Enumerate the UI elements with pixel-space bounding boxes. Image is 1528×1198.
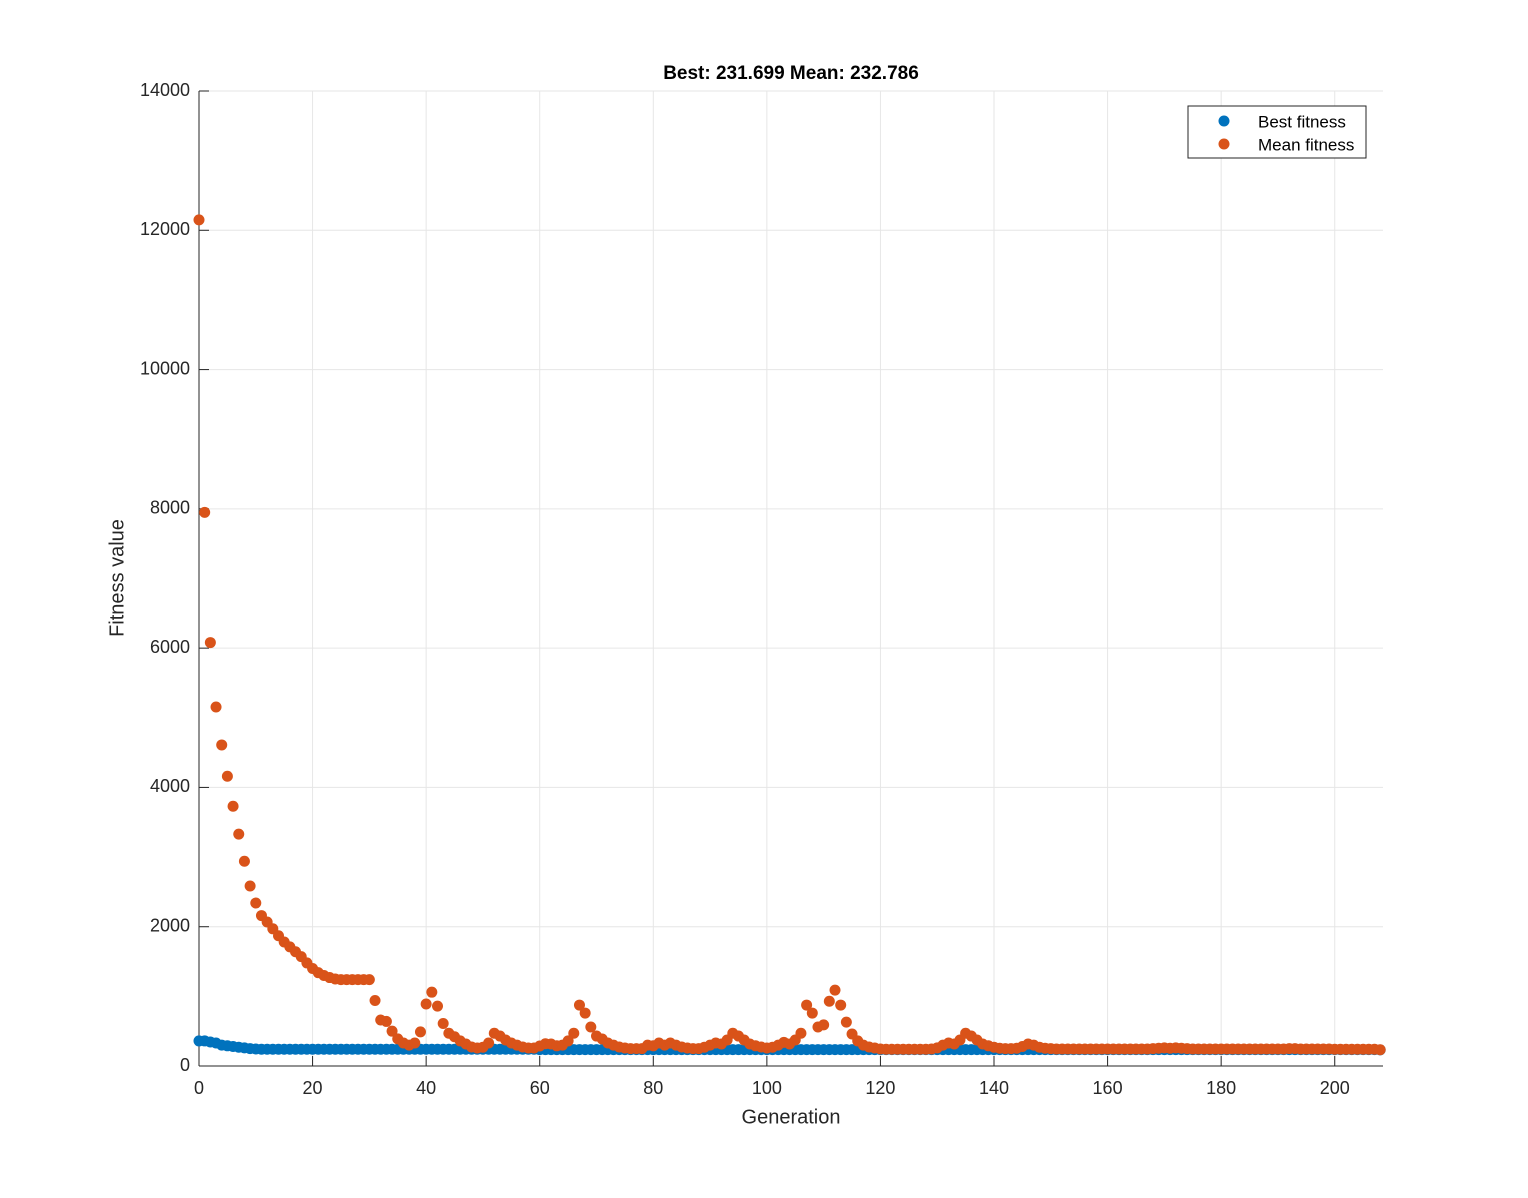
point <box>210 701 222 713</box>
y-tick-label: 8000 <box>150 498 190 518</box>
x-tick-label: 80 <box>643 1078 663 1098</box>
y-tick-label: 6000 <box>150 637 190 657</box>
point <box>579 1007 591 1019</box>
point <box>573 999 585 1011</box>
x-tick-label: 40 <box>416 1078 436 1098</box>
y-tick-label: 14000 <box>140 80 190 100</box>
point <box>363 974 375 986</box>
point <box>432 1000 444 1012</box>
x-tick-label: 160 <box>1093 1078 1123 1098</box>
y-tick-label: 12000 <box>140 219 190 239</box>
legend-marker <box>1218 115 1230 127</box>
x-tick-label: 0 <box>194 1078 204 1098</box>
x-tick-label: 60 <box>530 1078 550 1098</box>
point <box>414 1026 426 1038</box>
legend-box <box>1187 105 1367 159</box>
point <box>386 1025 398 1037</box>
y-tick-label: 2000 <box>150 915 190 935</box>
point <box>818 1019 830 1031</box>
point <box>806 1007 818 1019</box>
y-tick-label: 0 <box>180 1055 190 1075</box>
y-axis-label: Fitness value <box>106 519 128 637</box>
y-tick-label: 4000 <box>150 776 190 796</box>
point <box>238 855 250 867</box>
point <box>562 1035 574 1047</box>
legend-marker <box>1218 138 1230 150</box>
point <box>840 1016 852 1028</box>
point <box>221 770 233 782</box>
point <box>426 986 438 998</box>
point <box>1374 1044 1386 1056</box>
point <box>216 739 228 751</box>
point <box>233 828 245 840</box>
point <box>250 897 262 909</box>
point <box>795 1027 807 1039</box>
chart-title: Best: 231.699 Mean: 232.786 <box>663 63 919 84</box>
point <box>829 984 841 996</box>
point <box>437 1018 449 1030</box>
legend-label: Mean fitness <box>1258 135 1354 154</box>
point <box>801 999 813 1011</box>
point <box>823 995 835 1007</box>
x-tick-label: 100 <box>752 1078 782 1098</box>
y-tick-label: 10000 <box>140 358 190 378</box>
x-tick-label: 200 <box>1320 1078 1350 1098</box>
point <box>199 506 211 518</box>
point <box>420 998 432 1010</box>
x-tick-label: 20 <box>303 1078 323 1098</box>
point <box>369 995 381 1007</box>
x-tick-label: 140 <box>979 1078 1009 1098</box>
point <box>483 1037 495 1049</box>
point <box>380 1015 392 1027</box>
point <box>568 1027 580 1039</box>
point <box>585 1021 597 1033</box>
x-tick-label: 120 <box>865 1078 895 1098</box>
point <box>193 214 205 226</box>
point <box>244 880 256 892</box>
legend-label: Best fitness <box>1258 112 1346 131</box>
point <box>204 637 216 649</box>
point <box>227 800 239 812</box>
x-axis-label: Generation <box>742 1106 841 1128</box>
point <box>835 999 847 1011</box>
x-tick-label: 180 <box>1206 1078 1236 1098</box>
point <box>409 1037 421 1049</box>
